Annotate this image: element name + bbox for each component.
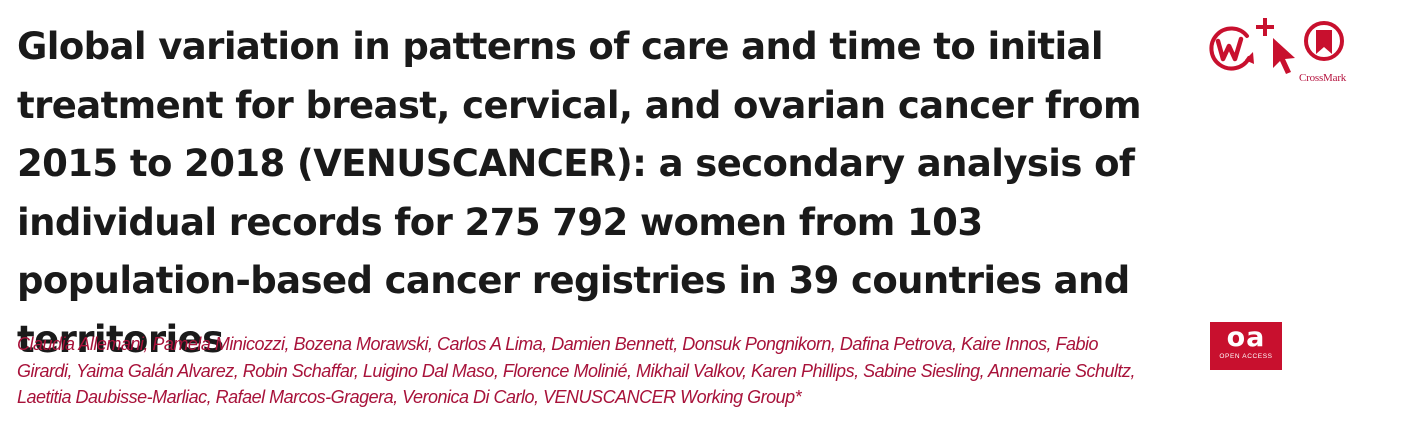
cursor-plus-icon[interactable]	[1255, 16, 1300, 76]
oa-logo-text: oa	[1226, 322, 1266, 353]
open-access-badge[interactable]: oa OPEN ACCESS	[1210, 322, 1282, 370]
crossmark-icon[interactable]	[1303, 20, 1345, 70]
author-list: Claudia Allemani, Pamela Minicozzi, Boze…	[17, 334, 1136, 407]
web-first-icon[interactable]	[1205, 24, 1255, 74]
crossmark-label[interactable]: CrossMark	[1299, 72, 1347, 84]
article-title: Global variation in patterns of care and…	[17, 25, 1142, 361]
oa-label: OPEN ACCESS	[1219, 353, 1273, 360]
article-icons	[1205, 14, 1395, 89]
